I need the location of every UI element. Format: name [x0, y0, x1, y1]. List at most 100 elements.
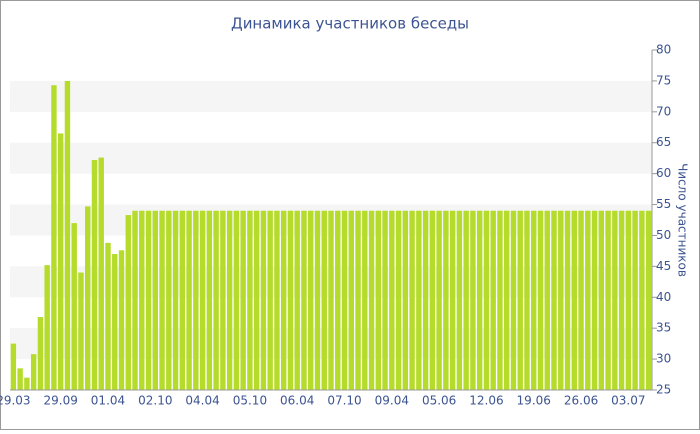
x-tick-label: 12.06 — [469, 394, 503, 408]
bar — [639, 210, 645, 390]
bar — [456, 210, 463, 390]
bar — [490, 210, 496, 390]
bar — [30, 354, 37, 390]
bar — [598, 210, 605, 390]
bar — [382, 210, 388, 390]
bar — [220, 210, 226, 390]
y-tick-label: 45 — [656, 259, 671, 273]
bar — [280, 210, 287, 390]
bar — [267, 210, 273, 390]
bar — [645, 210, 652, 390]
bar — [362, 210, 368, 390]
x-tick-label: 04.04 — [185, 394, 219, 408]
grid-band — [10, 80, 652, 112]
bar — [443, 210, 449, 390]
bar — [78, 272, 84, 390]
y-tick-label: 50 — [656, 228, 671, 242]
bar — [605, 210, 611, 390]
bar — [335, 210, 341, 390]
bar — [368, 210, 375, 390]
bar — [571, 210, 577, 390]
bar — [497, 210, 503, 390]
y-tick-label: 75 — [656, 73, 671, 87]
x-tick-label: 09.04 — [375, 394, 409, 408]
y-tick-label: 25 — [656, 383, 671, 397]
y-tick-label: 60 — [656, 166, 671, 180]
bar — [612, 210, 618, 390]
bar — [51, 85, 57, 391]
bar — [91, 160, 98, 390]
x-tick-label: 19.06 — [517, 394, 551, 408]
x-tick-label: 05.06 — [422, 394, 456, 408]
bar — [564, 210, 571, 390]
x-tick-label: 07.10 — [327, 394, 361, 408]
bar — [395, 210, 402, 390]
bar — [504, 210, 510, 390]
bar — [402, 210, 409, 390]
bar — [186, 210, 192, 390]
y-tick-label: 40 — [656, 290, 671, 304]
bar — [618, 210, 625, 390]
bar — [470, 210, 476, 390]
bar — [476, 210, 483, 390]
x-tick-label: 29.09 — [44, 394, 78, 408]
bar — [253, 210, 260, 390]
bar — [551, 210, 557, 390]
bar — [247, 210, 253, 390]
bar — [558, 210, 564, 390]
y-tick-label: 70 — [656, 104, 671, 118]
bar — [591, 210, 598, 390]
bar — [578, 210, 584, 390]
y-tick-label: 65 — [656, 135, 671, 149]
bar — [389, 210, 395, 390]
bar — [260, 210, 267, 390]
bar — [301, 210, 307, 390]
y-axis-label: Число участников — [676, 163, 690, 277]
bar — [321, 210, 327, 390]
bar — [152, 210, 158, 390]
x-tick-label: 29.03 — [0, 394, 31, 408]
bar — [416, 210, 422, 390]
bar — [24, 377, 30, 390]
bar — [510, 210, 517, 390]
bar — [17, 368, 23, 390]
chart-title: Динамика участников беседы — [231, 15, 469, 33]
bar — [166, 210, 172, 390]
bar — [308, 210, 314, 390]
grid-band — [10, 142, 652, 174]
bar — [240, 210, 246, 390]
y-tick-label: 80 — [656, 43, 671, 57]
bar — [422, 210, 429, 390]
bar — [226, 210, 233, 390]
bar — [193, 210, 199, 390]
y-tick-label: 30 — [656, 352, 671, 366]
bar — [233, 210, 240, 390]
bar — [625, 210, 632, 390]
x-tick-label: 03.07 — [611, 394, 645, 408]
bar — [375, 210, 382, 390]
bar — [429, 210, 436, 390]
x-tick-label: 05.10 — [233, 394, 267, 408]
bar — [274, 210, 280, 390]
bar — [328, 210, 334, 390]
bar — [213, 210, 219, 390]
bar — [71, 223, 77, 390]
bar — [172, 210, 179, 390]
bar — [341, 210, 348, 390]
bar — [85, 206, 91, 390]
bar — [139, 210, 145, 390]
bar — [44, 265, 50, 390]
bar — [537, 210, 544, 390]
bar — [483, 210, 490, 390]
bar — [314, 210, 321, 390]
bar — [348, 210, 354, 390]
bar — [287, 210, 294, 390]
bar — [199, 210, 206, 390]
bar — [64, 80, 71, 390]
bar — [105, 242, 111, 390]
bar — [449, 210, 456, 390]
bar — [294, 210, 300, 390]
bar — [463, 210, 469, 390]
bar — [179, 210, 186, 390]
